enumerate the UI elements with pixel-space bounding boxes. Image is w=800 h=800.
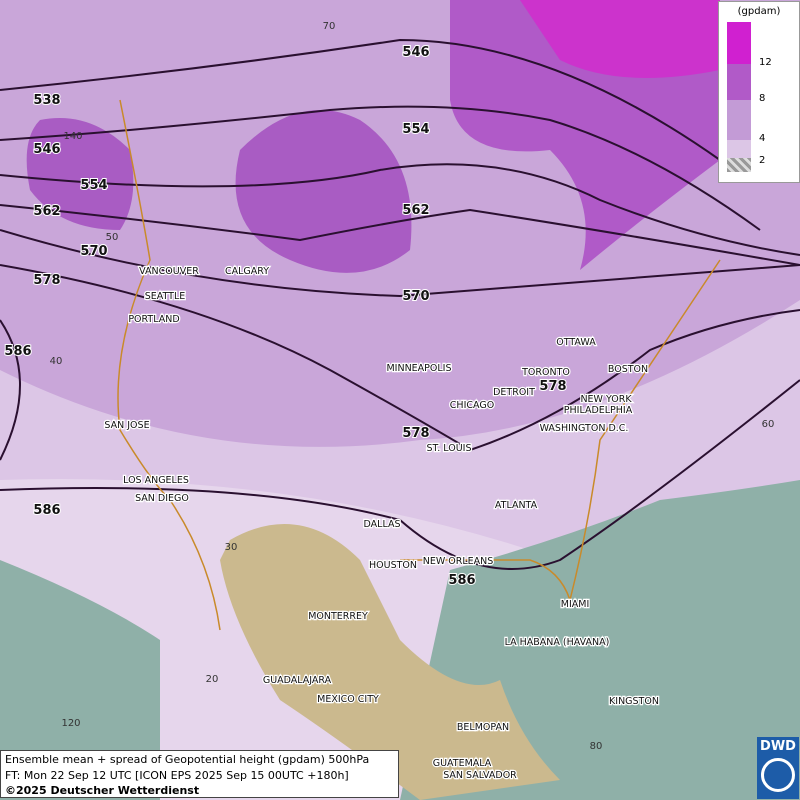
contour-label: 570 xyxy=(402,289,429,304)
contours xyxy=(0,38,800,570)
contour-label: 586 xyxy=(448,573,475,588)
dwd-logo: DWD xyxy=(757,737,799,799)
legend-tick-label: 4 xyxy=(759,133,766,144)
city-label: BOSTON xyxy=(608,364,648,375)
city-label: WASHINGTON D.C. xyxy=(540,423,629,434)
contour-label: 570 xyxy=(80,244,107,259)
city-label: PHILADELPHIA xyxy=(564,405,633,416)
city-label: ATLANTA xyxy=(495,500,538,511)
spread-max xyxy=(520,0,720,78)
coastlines xyxy=(117,99,721,631)
city-label: MEXICO CITY xyxy=(317,694,379,705)
caption: Ensemble mean + spread of Geopotential h… xyxy=(0,750,399,798)
city-label: NEW ORLEANS xyxy=(423,556,494,567)
caption-line: ©2025 Deutscher Wetterdienst xyxy=(5,784,200,797)
city-label: TORONTO xyxy=(521,367,570,378)
city-label: MONTERREY xyxy=(308,611,368,622)
city-label: SAN DIEGO xyxy=(135,493,189,504)
contour-label: 578 xyxy=(33,273,60,288)
city-label: BELMOPAN xyxy=(457,722,509,733)
graticule-label: 30 xyxy=(225,542,238,553)
city-label: SEATTLE xyxy=(145,291,186,302)
city-label: PORTLAND xyxy=(128,314,179,325)
legend-tick-label: 8 xyxy=(759,93,766,104)
contour-line xyxy=(0,264,800,452)
contour-label: 586 xyxy=(4,344,31,359)
contour-label: 554 xyxy=(402,122,429,137)
city-label: NEW YORK xyxy=(580,394,632,405)
contour-label: 554 xyxy=(80,178,107,193)
city-label: LA HABANA (HAVANA) xyxy=(505,637,610,648)
city-label: GUADALAJARA xyxy=(263,675,332,686)
city-label: CALGARY xyxy=(225,266,269,277)
city-label: SAN SALVADOR xyxy=(443,770,517,781)
city-label: VANCOUVER xyxy=(139,266,199,277)
contour-label: 586 xyxy=(33,503,60,518)
contour-label: 546 xyxy=(402,45,429,60)
coast xyxy=(400,259,721,603)
contour-line xyxy=(0,163,800,256)
contour-line xyxy=(0,105,761,231)
city-label: SAN JOSE xyxy=(104,420,149,431)
graticule-label: 70 xyxy=(323,21,336,32)
legend-tick-label: 2 xyxy=(759,155,766,166)
logo-text: DWD xyxy=(760,739,796,754)
city-label: ST. LOUIS xyxy=(427,443,472,454)
land xyxy=(220,524,560,800)
graticule-label: 80 xyxy=(590,741,603,752)
city-label: DETROIT xyxy=(493,387,535,398)
contour-label: 578 xyxy=(402,426,429,441)
city-label: KINGSTON xyxy=(609,696,659,707)
coast xyxy=(117,99,221,631)
legend-unit: (gpdam) xyxy=(737,6,781,17)
graticule-label: 40 xyxy=(50,356,63,367)
contour-label: 546 xyxy=(33,142,60,157)
graticule-label: 140 xyxy=(63,131,82,142)
city-label: MIAMI xyxy=(561,599,590,610)
city-label: DALLAS xyxy=(364,519,401,530)
city-label: GUATEMALA xyxy=(433,758,492,769)
ocean xyxy=(0,560,160,800)
graticule-label: 120 xyxy=(61,718,80,729)
spread-high xyxy=(235,110,412,273)
caption-line: Ensemble mean + spread of Geopotential h… xyxy=(5,753,370,766)
spread-high xyxy=(26,118,134,230)
graticule-label: 20 xyxy=(206,674,219,685)
contour-label: 562 xyxy=(33,204,60,219)
caption-line: FT: Mon 22 Sep 12 UTC [ICON EPS 2025 Sep… xyxy=(5,768,349,782)
contour-label: 562 xyxy=(402,203,429,218)
contour-line xyxy=(0,38,721,161)
contour-label: 578 xyxy=(539,379,566,394)
contour-line xyxy=(0,229,800,298)
legend: (gpdam) 12 8 4 2 xyxy=(718,1,800,183)
legend-tick-label: 12 xyxy=(759,57,772,68)
city-label: HOUSTON xyxy=(369,560,417,571)
graticule-label: 60 xyxy=(762,419,775,430)
city-label: LOS ANGELES xyxy=(123,475,189,486)
city-label: CHICAGO xyxy=(450,400,494,411)
contour-label: 538 xyxy=(33,93,60,108)
contour-line xyxy=(0,204,800,266)
graticule-label: 50 xyxy=(106,232,119,243)
city-label: MINNEAPOLIS xyxy=(386,363,451,374)
city-label: OTTAWA xyxy=(556,337,596,348)
